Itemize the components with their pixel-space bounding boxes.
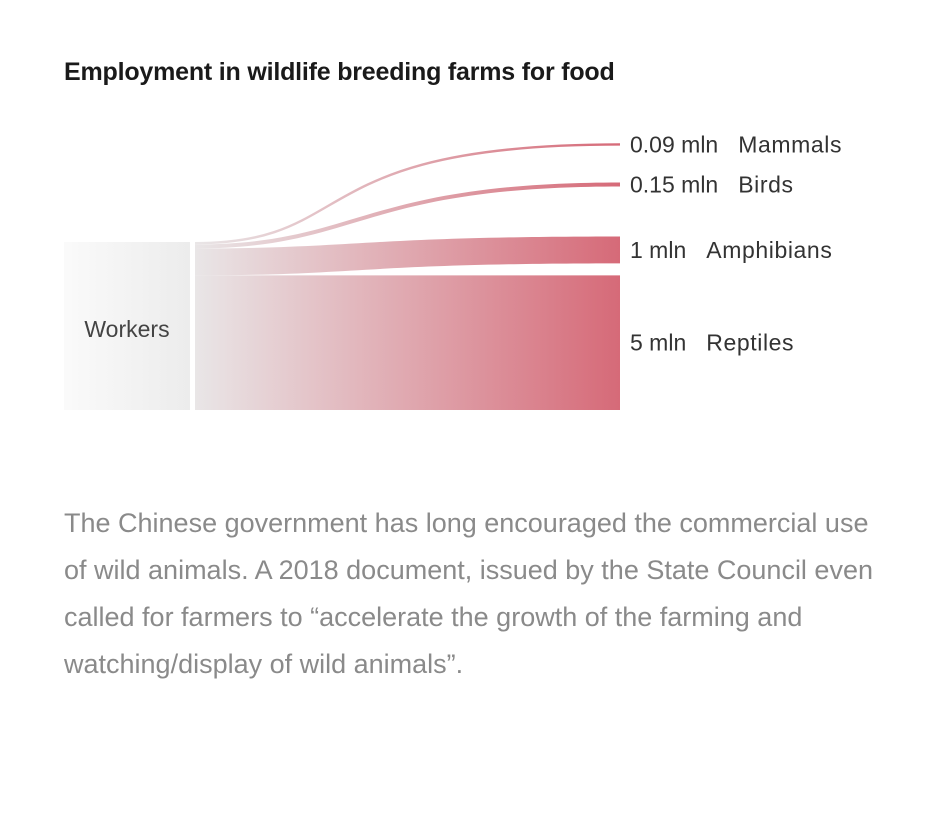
source-node [64,242,190,410]
flow-name-birds: Birds [738,171,793,197]
chart-title: Employment in wildlife breeding farms fo… [64,58,615,86]
flow-value-amphibians: 1 mln [630,237,686,263]
caption: The Chinese government has long encourag… [64,508,873,679]
sankey-chart: Workers 0.09 mln Mammals 0.15 mln Birds 1 ml… [64,131,842,410]
flow-amphibians [195,236,620,276]
flow-reptiles [195,275,620,410]
flow-labels: 0.09 mln Mammals 0.15 mln Birds 1 mln Amphibi… [630,131,842,356]
flow-value-birds: 0.15 mln [630,171,718,197]
flow-value-reptiles: 5 mln [630,330,686,356]
source-label: Workers [84,316,169,342]
flow-group [194,143,621,410]
flow-value-mammals: 0.09 mln [630,131,718,157]
flow-name-mammals: Mammals [738,131,842,157]
flow-name-reptiles: Reptiles [706,330,794,356]
flow-mammals [194,143,621,245]
flow-name-amphibians: Amphibians [706,237,832,263]
